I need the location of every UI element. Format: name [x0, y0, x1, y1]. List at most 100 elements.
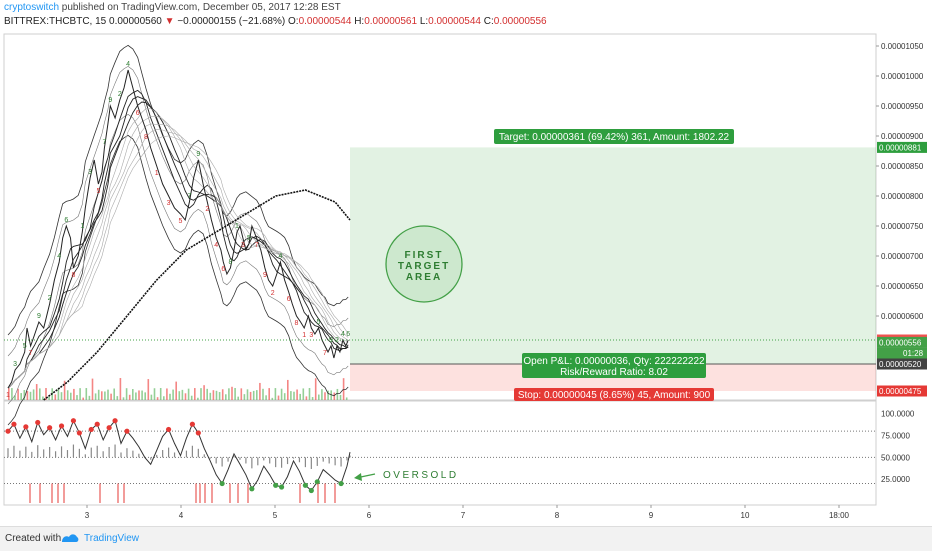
td-count-label: 7	[102, 139, 106, 146]
ma-ribbon-line-7	[7, 135, 349, 389]
volume-bar	[215, 390, 218, 400]
volume-bar	[110, 393, 112, 400]
price-badge-label: 0.00000475	[879, 387, 922, 396]
price-axis[interactable]: 0.00001050 0.00001000 0.00000950 0.00000900…	[876, 42, 924, 321]
td-count-label: 3	[241, 242, 245, 249]
price-badge	[877, 336, 927, 348]
volume-bar	[104, 391, 106, 400]
volume-bar	[212, 390, 215, 400]
volume-bar	[48, 396, 50, 400]
price-badge	[877, 347, 927, 359]
volume-bar	[280, 388, 283, 400]
price-axis-label: 0.00000750	[881, 222, 924, 231]
volume-bar	[91, 378, 94, 400]
volume-bar	[277, 395, 280, 400]
time-axis[interactable]: 3 4 5 6 7 8 9 10 18:00	[85, 505, 850, 520]
volume-bar	[311, 397, 314, 400]
td-count-label: 4	[57, 253, 61, 260]
td-count-label: 9	[263, 272, 267, 279]
oscillator-axis-label: 50.0000	[881, 453, 910, 462]
volume-bar	[252, 390, 255, 400]
oscillator-overbought-dot	[76, 430, 82, 436]
td-count-label: 3	[13, 361, 17, 368]
td-count-label: 7	[323, 350, 327, 357]
time-axis-label: 5	[273, 511, 278, 520]
td-count-label: 9	[37, 313, 41, 320]
oscillator-oversold-dot	[219, 480, 225, 487]
volume-bar	[218, 392, 221, 400]
volume-bar	[144, 392, 146, 400]
volume-bar	[119, 378, 122, 400]
td-count-label: 5	[179, 218, 183, 225]
volume-bar	[184, 393, 187, 400]
volume-bar	[342, 378, 345, 400]
ma-ribbon-line-5	[7, 123, 349, 389]
svg-text:FIRST: FIRST	[405, 250, 444, 261]
svg-text:Target: 0.00000361 (69.42%) 36: Target: 0.00000361 (69.42%) 361, Amount:…	[499, 132, 730, 143]
time-axis-label: 3	[85, 511, 90, 520]
volume-bar	[63, 380, 66, 400]
author-link[interactable]: cryptoswitch	[4, 2, 60, 13]
td-count-label: 1	[80, 223, 84, 230]
volume-bar	[138, 390, 140, 400]
time-axis-label: 7	[461, 511, 466, 520]
stop-label[interactable]: Stop: 0.00000045 (8.65%) 45, Amount: 900	[514, 388, 714, 401]
volume-bar	[66, 390, 69, 400]
target-label[interactable]: Target: 0.00000361 (69.42%) 361, Amount:…	[494, 129, 734, 144]
price-axis-label: 0.00000900	[881, 132, 924, 141]
open-pl-label[interactable]: Open P&L: 0.00000036, Qty: 222222222 Ris…	[522, 353, 706, 378]
oscillator-overbought-dot	[47, 425, 53, 431]
price-badge-label: 01:28	[903, 349, 924, 358]
tradingview-brand-link[interactable]: TradingView	[84, 533, 140, 544]
volume-bar	[197, 397, 199, 400]
low-value: 0.00000544	[428, 16, 481, 27]
oscillator-axis[interactable]: 100.0000 75.0000 50.0000 25.0000	[881, 410, 915, 484]
td-count-label: 6	[136, 110, 140, 117]
price-axis-label: 0.00001000	[881, 72, 924, 81]
td-count-label: 4	[126, 61, 130, 68]
oscillator-oversold-dot	[314, 479, 320, 485]
oscillator-overbought-dot	[35, 419, 41, 426]
volume-bar	[206, 388, 208, 400]
time-axis-label: 8	[555, 511, 560, 520]
volume-bar	[159, 388, 162, 400]
profit-zone[interactable]	[350, 147, 876, 364]
oscillator-overbought-dot	[165, 426, 172, 433]
tradingview-logo-icon	[62, 534, 79, 542]
volume-bar	[35, 384, 38, 400]
svg-text:AREA: AREA	[406, 272, 442, 283]
volume-bar	[234, 388, 236, 400]
oscillator-axis-label: 25.0000	[881, 475, 910, 484]
volume-bar	[231, 386, 233, 400]
td-count-label: 5	[23, 343, 27, 350]
ma-ribbon-line-1	[7, 96, 349, 389]
volume-bar	[296, 389, 298, 400]
td-count-label: 2	[335, 337, 339, 344]
volume-bar	[225, 394, 227, 400]
publish-line: cryptoswitch published on TradingView.co…	[4, 2, 341, 13]
volume-bar	[60, 392, 63, 400]
volume-bar	[20, 393, 22, 400]
volume-bar	[228, 388, 230, 400]
volume-bars	[8, 378, 348, 400]
td-count-label: 5	[247, 235, 251, 242]
td-count-label: 7	[187, 193, 191, 200]
volume-bar	[42, 396, 44, 400]
price-axis-label: 0.00000950	[881, 102, 924, 111]
symbol-label: BITTREX:THCBTC, 15	[4, 16, 107, 27]
volume-bar	[187, 388, 190, 400]
oscillator-overbought-dot	[70, 418, 77, 424]
volume-bar	[163, 396, 165, 400]
volume-bar	[293, 391, 295, 400]
oscillator-overbought-dot	[124, 428, 130, 434]
volume-bar	[181, 389, 184, 400]
td-count-label: 1	[302, 332, 306, 339]
footer: Created with TradingView	[0, 526, 932, 551]
svg-text:Risk/Reward Ratio: 8.02: Risk/Reward Ratio: 8.02	[560, 367, 668, 378]
oscillator-overbought-dot	[94, 421, 100, 427]
price-badges: 0.000008810.000005600.0000055601:280.000…	[877, 141, 927, 397]
volume-bar	[153, 388, 156, 400]
oscillator-red-ticks	[29, 483, 336, 503]
td-count-label: 1	[235, 223, 239, 230]
